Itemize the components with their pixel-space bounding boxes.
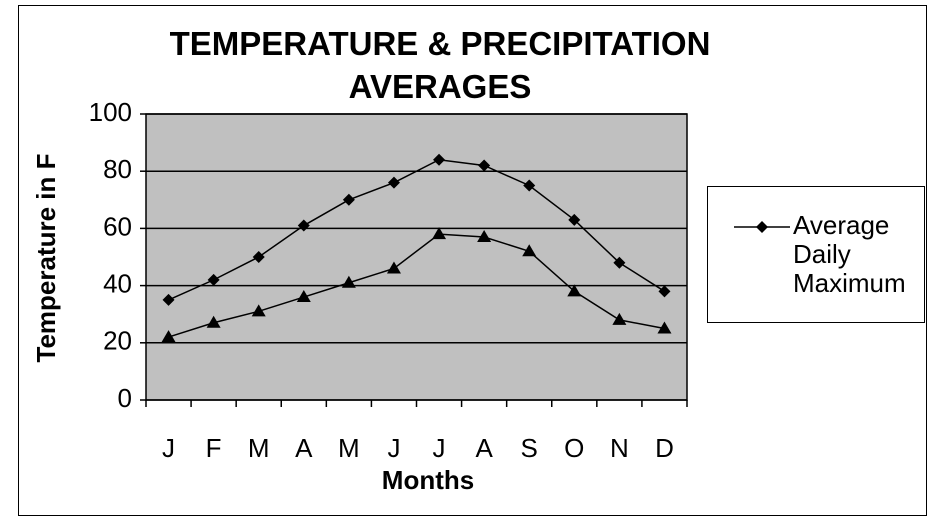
y-tick-label: 60 <box>103 211 132 241</box>
legend-label: Average Daily Maximum <box>793 210 906 298</box>
y-axis-label: Temperature in F <box>31 153 61 362</box>
data-point <box>386 261 401 274</box>
y-tick-label: 100 <box>89 97 132 127</box>
x-tick-label: N <box>610 433 629 463</box>
series-line <box>168 158 665 301</box>
x-tick-label: A <box>295 433 313 463</box>
data-point <box>478 159 491 172</box>
data-point <box>523 179 536 192</box>
data-point <box>477 229 492 242</box>
data-point <box>432 227 447 240</box>
data-point <box>342 193 355 206</box>
data-point <box>252 251 265 263</box>
x-tick-label: F <box>206 433 222 463</box>
data-point <box>613 256 626 269</box>
y-tick-label: 0 <box>118 383 132 413</box>
series-line <box>168 233 665 338</box>
legend: Average Daily Maximum <box>707 186 925 323</box>
data-point <box>341 275 356 288</box>
x-tick-label: J <box>162 433 175 463</box>
legend-swatch <box>734 221 790 233</box>
data-point <box>161 330 176 343</box>
y-tick-label: 40 <box>103 268 132 298</box>
x-tick-label: M <box>338 433 360 463</box>
x-tick-label: S <box>521 433 538 463</box>
x-tick-label: A <box>475 433 493 463</box>
data-point <box>206 315 221 328</box>
x-tick-label: J <box>387 433 400 463</box>
data-point <box>387 176 400 189</box>
data-point <box>658 285 671 298</box>
data-point <box>296 290 311 303</box>
chart-border <box>18 5 927 516</box>
plot-area <box>145 113 688 401</box>
data-point <box>522 244 537 257</box>
x-tick-label: O <box>564 433 584 463</box>
chart-title: TEMPERATURE & PRECIPITATION AVERAGES <box>169 25 711 105</box>
data-point <box>297 219 310 232</box>
data-point <box>568 213 581 226</box>
data-point <box>657 321 672 334</box>
x-tick-label: J <box>433 433 446 463</box>
y-tick-label: 80 <box>103 154 132 184</box>
data-point <box>251 304 266 317</box>
data-point <box>612 312 627 325</box>
x-tick-label: D <box>655 433 674 463</box>
data-point <box>207 273 220 286</box>
data-point <box>567 284 582 297</box>
x-axis-label: Months <box>382 465 474 495</box>
data-point <box>433 153 446 166</box>
y-tick-label: 20 <box>103 326 132 356</box>
data-point <box>162 293 175 306</box>
x-tick-label: M <box>248 433 270 463</box>
